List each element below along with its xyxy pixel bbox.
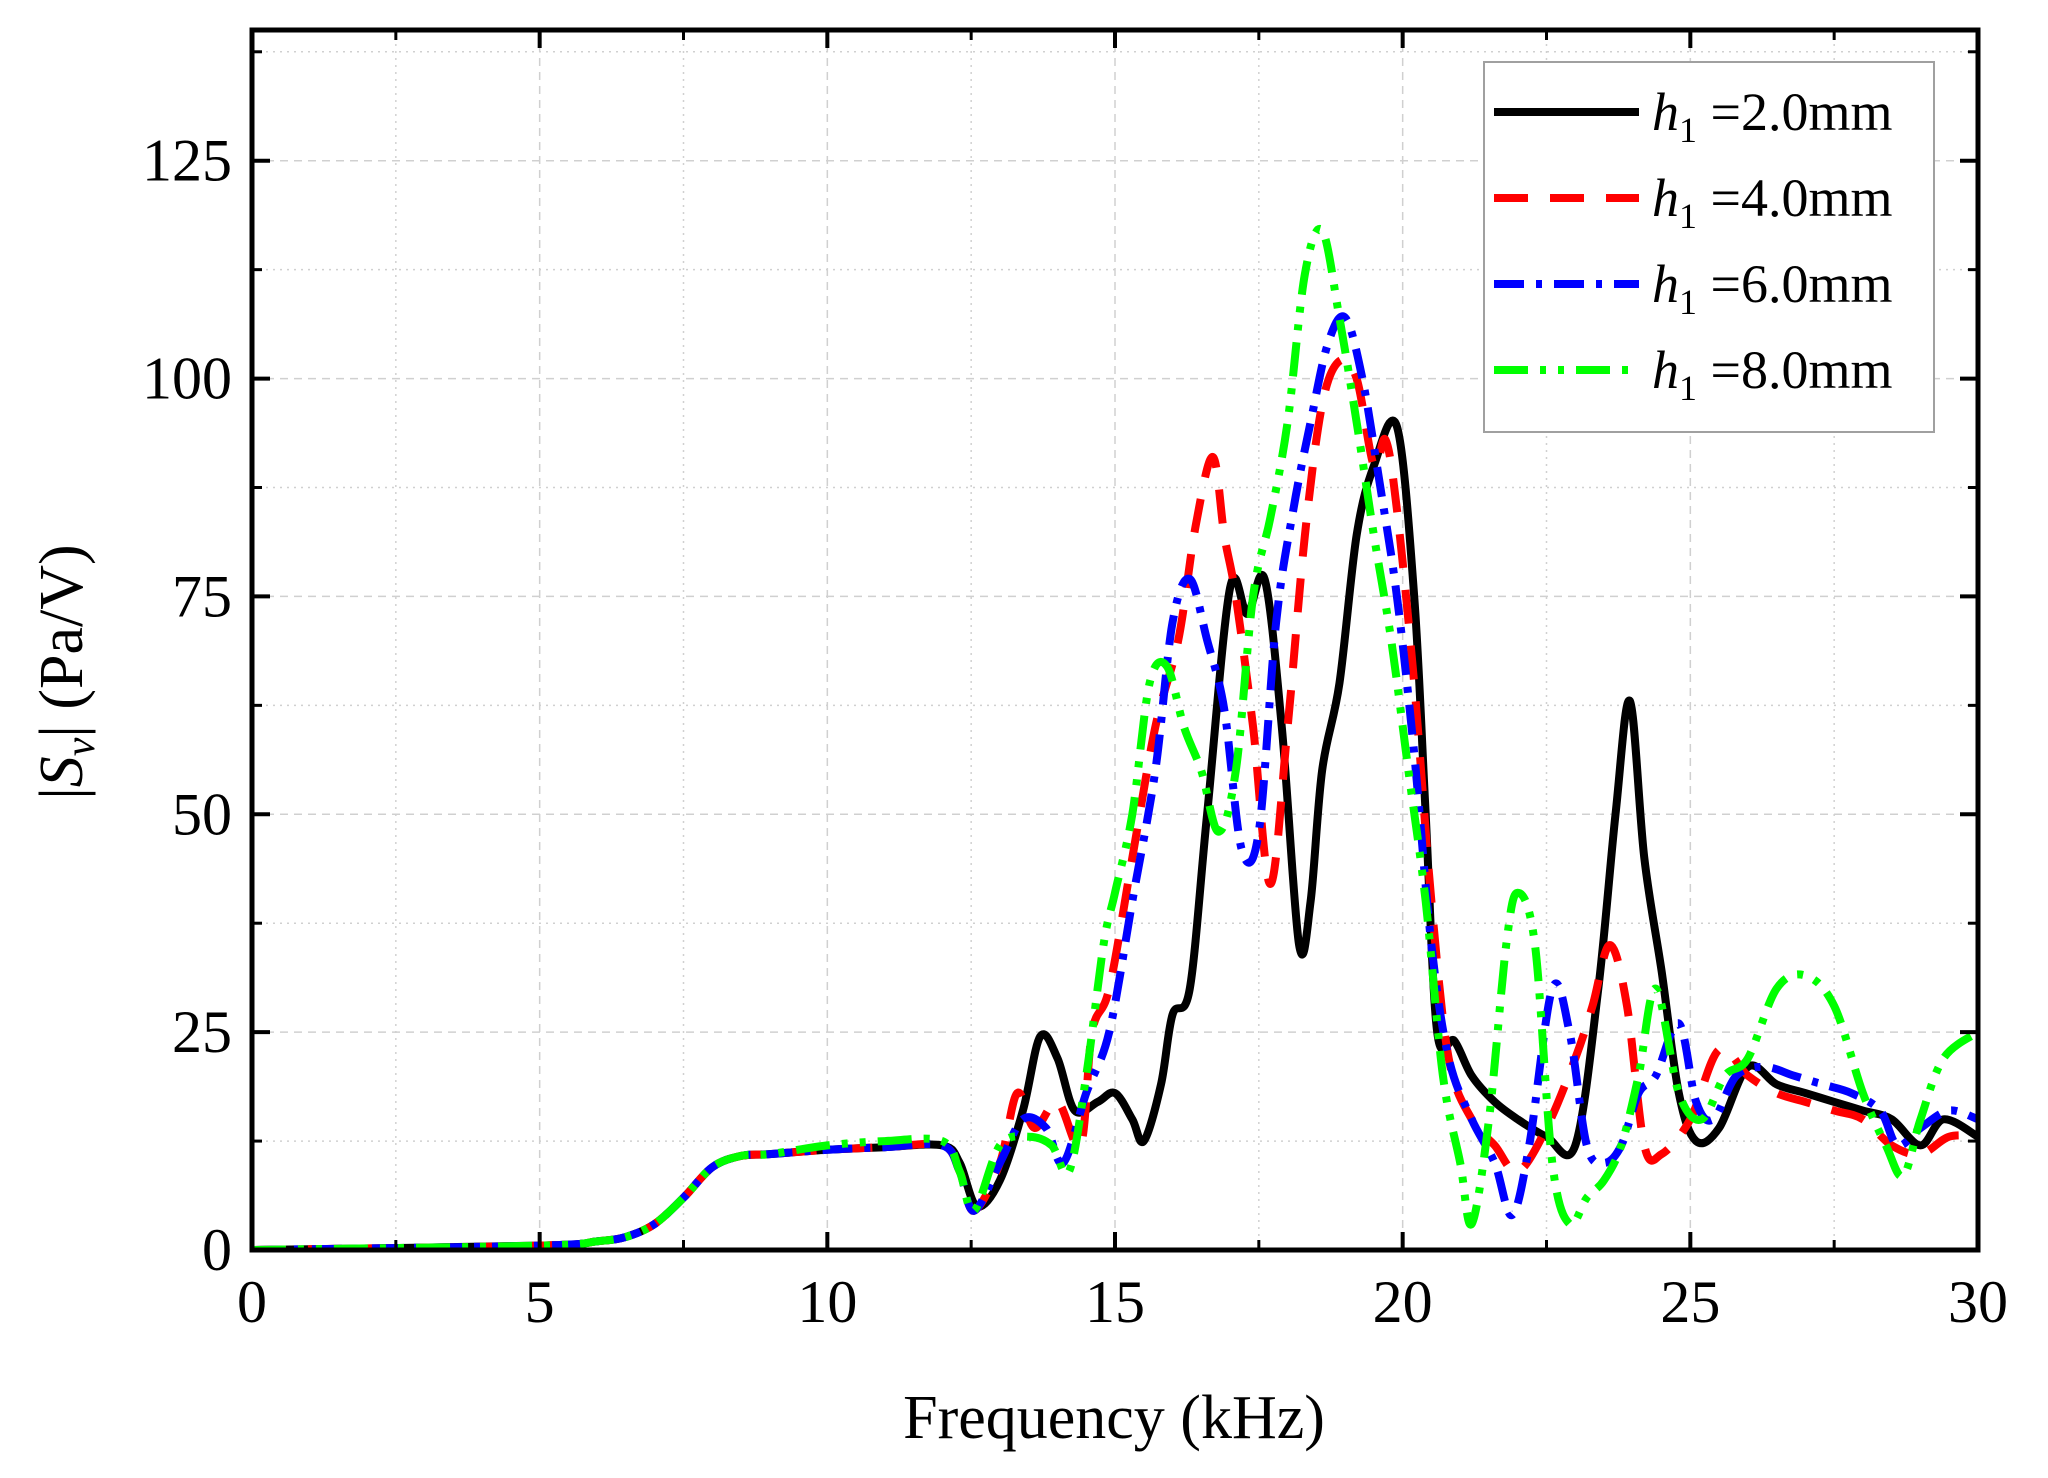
series-line-3 [252,312,1978,1250]
legend-label-subscript: 1 [1679,282,1697,322]
legend-label-variable: h [1652,340,1679,400]
legend-label-4: h1 =8.0mm [1652,340,1892,408]
x-tick-label: 15 [1085,1269,1145,1335]
y-tick-label: 50 [172,781,232,847]
y-axis-title-prefix: | [28,787,96,799]
legend-label-2: h1 =4.0mm [1652,168,1892,236]
y-axis-title-variable: S [28,756,96,787]
legend-label-text: =4.0mm [1697,168,1892,228]
y-tick-label: 100 [142,346,232,412]
tick-marks [250,30,1980,1252]
y-tick-labels: 0 25 50 75 100 125 [142,128,232,1283]
y-axis-title-suffix: | (Pa/V) [28,544,96,737]
series-line-2 [252,355,1978,1250]
legend-label-subscript: 1 [1679,196,1697,236]
series-lines [252,224,1978,1250]
grid [252,30,1978,1250]
legend-label-text: =6.0mm [1697,254,1892,314]
x-tick-label: 25 [1660,1269,1720,1335]
x-tick-label: 5 [525,1269,555,1335]
legend-label-text: =2.0mm [1697,82,1892,142]
legend-label-variable: h [1652,168,1679,228]
y-axis-title: |Sv| (Pa/V) [28,544,104,799]
x-tick-label: 20 [1373,1269,1433,1335]
x-tick-label: 10 [797,1269,857,1335]
x-axis-title: Frequency (kHz) [903,1384,1325,1452]
legend-label-subscript: 1 [1679,110,1697,150]
y-tick-label: 125 [142,128,232,194]
x-tick-labels: 0 5 10 15 20 25 30 [237,1269,2008,1335]
x-tick-label: 30 [1948,1269,2008,1335]
y-tick-label: 0 [202,1217,232,1283]
legend-label-text: =8.0mm [1697,340,1892,400]
axes: 0 5 10 15 20 25 30 0 25 50 75 100 125 [142,27,2008,1335]
legend-label-variable: h [1652,254,1679,314]
x-tick-label: 0 [237,1269,267,1335]
legend-label-3: h1 =6.0mm [1652,254,1892,322]
y-axis-title-subscript: v [58,737,104,756]
y-tick-label: 25 [172,999,232,1065]
legend-label-1: h1 =2.0mm [1652,82,1892,150]
legend-label-variable: h [1652,82,1679,142]
y-tick-label: 75 [172,563,232,629]
legend-label-subscript: 1 [1679,368,1697,408]
